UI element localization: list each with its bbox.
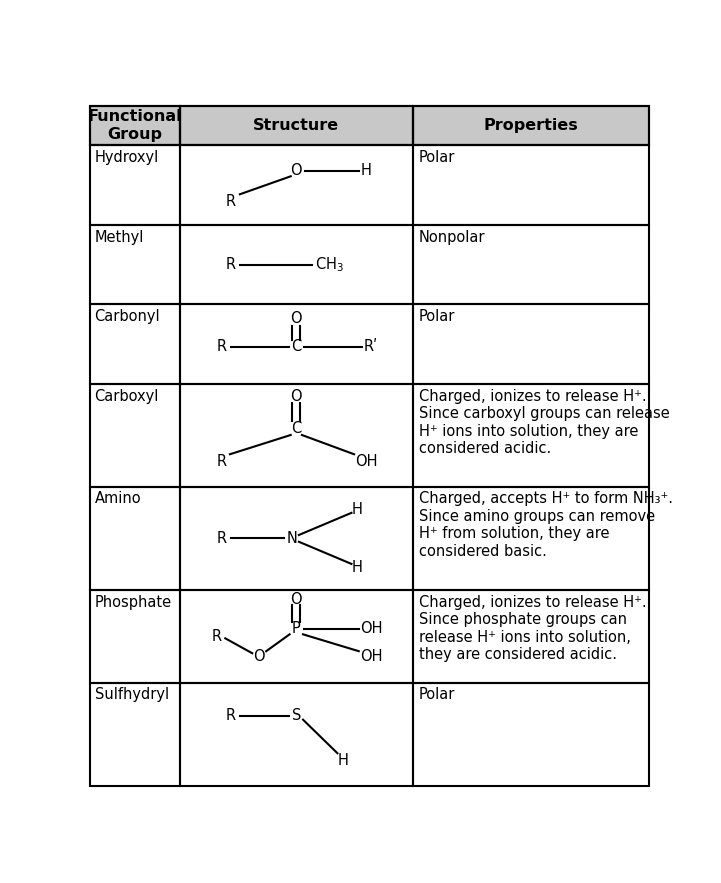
Text: O: O: [253, 649, 265, 664]
Text: Methyl: Methyl: [94, 230, 144, 245]
Text: R: R: [226, 193, 236, 208]
Bar: [413, 590, 649, 683]
Bar: [413, 106, 649, 146]
Text: Polar: Polar: [419, 150, 455, 165]
Bar: [180, 225, 413, 305]
Bar: [90, 590, 180, 683]
Bar: [413, 305, 649, 384]
Bar: [413, 146, 649, 225]
Bar: [413, 683, 649, 786]
Text: Properties: Properties: [484, 118, 578, 133]
Bar: [90, 146, 180, 225]
Bar: [90, 683, 180, 786]
Text: Structure: Structure: [253, 118, 340, 133]
Text: CH$_3$: CH$_3$: [315, 255, 344, 274]
Text: Hydroxyl: Hydroxyl: [94, 150, 159, 165]
Text: Polar: Polar: [419, 687, 455, 702]
Text: O: O: [291, 312, 302, 327]
Text: H: H: [361, 163, 372, 178]
Bar: [90, 106, 649, 146]
Text: R: R: [212, 629, 222, 644]
Bar: [180, 146, 413, 225]
Bar: [413, 384, 649, 487]
Text: R: R: [226, 708, 236, 723]
Text: H: H: [352, 502, 363, 517]
Text: OH: OH: [355, 454, 378, 469]
Bar: [180, 683, 413, 786]
Text: H: H: [352, 560, 363, 575]
Text: OH: OH: [360, 622, 382, 637]
Text: Rʹ: Rʹ: [364, 339, 379, 354]
Bar: [90, 106, 180, 146]
Text: Amino: Amino: [94, 492, 141, 507]
Text: Charged, ionizes to release H⁺.
Since phosphate groups can
release H⁺ ions into : Charged, ionizes to release H⁺. Since ph…: [419, 595, 646, 662]
Text: H: H: [337, 752, 348, 767]
Text: S: S: [291, 708, 301, 723]
Text: C: C: [291, 420, 301, 435]
Text: O: O: [291, 389, 302, 404]
Text: Carboxyl: Carboxyl: [94, 389, 159, 404]
Text: Functional
Group: Functional Group: [87, 109, 182, 142]
Bar: [180, 106, 413, 146]
Text: N: N: [286, 531, 297, 546]
Bar: [413, 106, 649, 146]
Text: O: O: [291, 592, 302, 607]
Bar: [413, 487, 649, 590]
Text: O: O: [291, 163, 302, 178]
Bar: [180, 106, 413, 146]
Bar: [413, 225, 649, 305]
Bar: [90, 384, 180, 487]
Text: R: R: [216, 531, 226, 546]
Bar: [180, 487, 413, 590]
Bar: [90, 225, 180, 305]
Bar: [90, 305, 180, 384]
Text: Carbonyl: Carbonyl: [94, 309, 160, 324]
Text: C: C: [291, 339, 301, 354]
Text: Charged, accepts H⁺ to form NH₃⁺.
Since amino groups can remove
H⁺ from solution: Charged, accepts H⁺ to form NH₃⁺. Since …: [419, 492, 673, 559]
Text: R: R: [216, 454, 226, 469]
Bar: [180, 590, 413, 683]
Bar: [90, 487, 180, 590]
Text: P: P: [292, 622, 301, 637]
Text: Nonpolar: Nonpolar: [419, 230, 485, 245]
Bar: [180, 384, 413, 487]
Text: R: R: [226, 257, 236, 272]
Bar: [90, 106, 180, 146]
Text: Phosphate: Phosphate: [94, 595, 172, 610]
Text: Polar: Polar: [419, 309, 455, 324]
Text: Sulfhydryl: Sulfhydryl: [94, 687, 169, 702]
Text: R: R: [216, 339, 226, 354]
Text: Charged, ionizes to release H⁺.
Since carboxyl groups can release
H⁺ ions into s: Charged, ionizes to release H⁺. Since ca…: [419, 389, 669, 456]
Text: OH: OH: [360, 649, 382, 664]
Bar: [180, 305, 413, 384]
